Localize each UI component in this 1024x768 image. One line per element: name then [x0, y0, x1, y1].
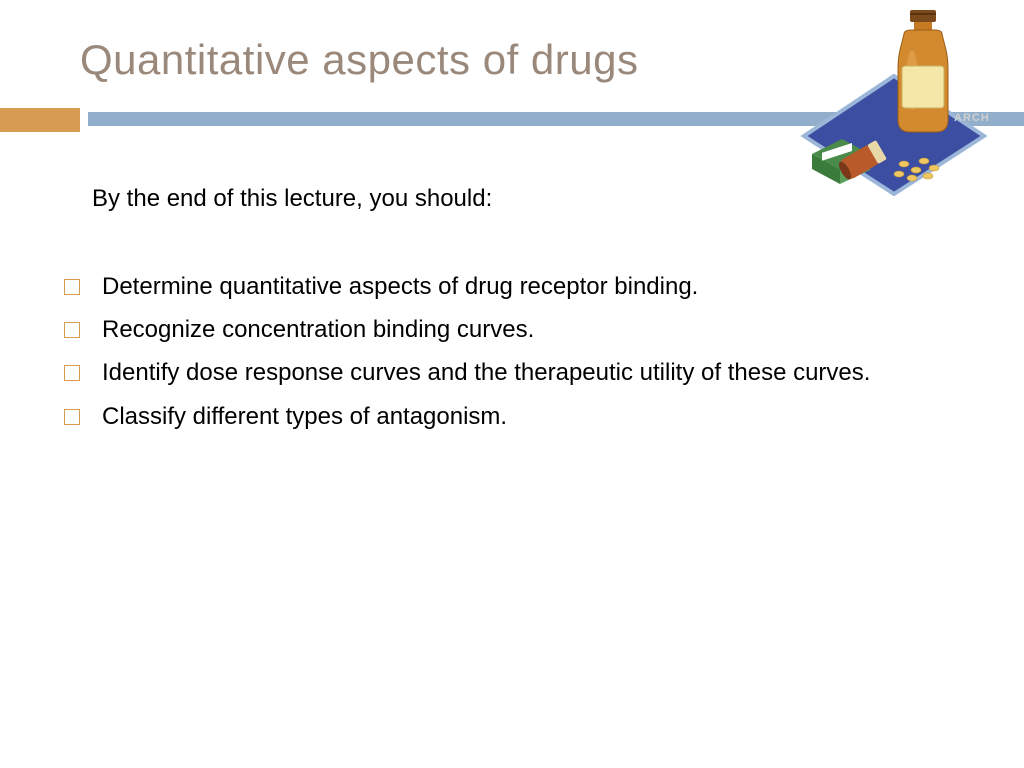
- slide-title: Quantitative aspects of drugs: [80, 36, 638, 84]
- accent-block: [0, 108, 80, 132]
- list-item: Determine quantitative aspects of drug r…: [64, 268, 974, 305]
- intro-text: By the end of this lecture, you should:: [92, 185, 492, 213]
- list-item: Classify different types of antagonism.: [64, 398, 974, 435]
- list-item: Identify dose response curves and the th…: [64, 354, 974, 391]
- svg-text:ARCH: ARCH: [954, 112, 990, 124]
- list-item: Recognize concentration binding curves.: [64, 311, 974, 348]
- medicine-clipart-icon: ARCH: [784, 6, 1004, 196]
- objectives-list: Determine quantitative aspects of drug r…: [64, 268, 974, 441]
